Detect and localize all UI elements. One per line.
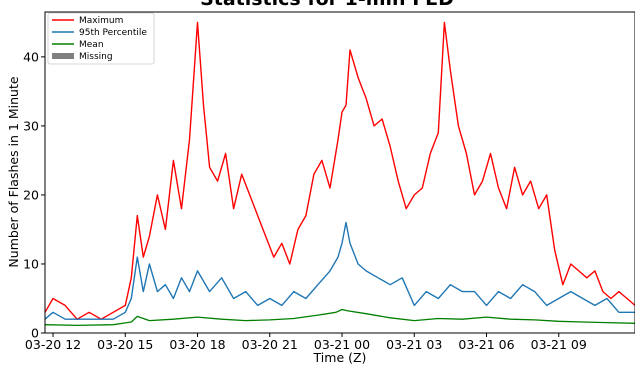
series-line-maximum [44,21,635,320]
x-tick-label: 03-21 00 [314,337,370,352]
x-tick-label: 03-20 18 [169,337,225,352]
series-line-p95 [44,221,635,320]
plot-frame [44,11,635,334]
chart-title: Statistics for 1-min FED [200,0,454,10]
legend: Maximum 95th Percentile Mean Missing [47,12,155,65]
y-tick-label: 0 [31,326,39,341]
y-axis: 0 10 20 30 40 [23,49,45,341]
x-tick-label: 03-21 03 [386,337,442,352]
series-layer [44,21,635,327]
y-tick-label: 20 [23,187,39,202]
x-tick-label: 03-20 12 [25,337,81,352]
y-axis-label: Number of Flashes in 1 Minute [6,76,21,267]
x-axis-label: Time (Z) [313,350,367,365]
y-tick-label: 40 [23,49,39,64]
legend-label-maximum: Maximum [79,16,123,26]
legend-label-missing: Missing [79,52,113,62]
y-tick-label: 10 [23,256,39,271]
legend-label-mean: Mean [79,40,104,50]
x-tick-label: 03-20 15 [97,337,153,352]
legend-swatch-missing [52,53,74,59]
series-line-mean [44,308,635,327]
y-tick-label: 30 [23,118,39,133]
legend-box [47,12,155,65]
x-tick-label: 03-21 09 [531,337,587,352]
legend-label-p95: 95th Percentile [79,28,147,38]
x-tick-label: 03-20 21 [242,337,298,352]
x-axis: 03-20 12 03-20 15 03-20 18 03-20 21 03-21 00… [25,333,587,352]
x-tick-label: 03-21 06 [458,337,514,352]
